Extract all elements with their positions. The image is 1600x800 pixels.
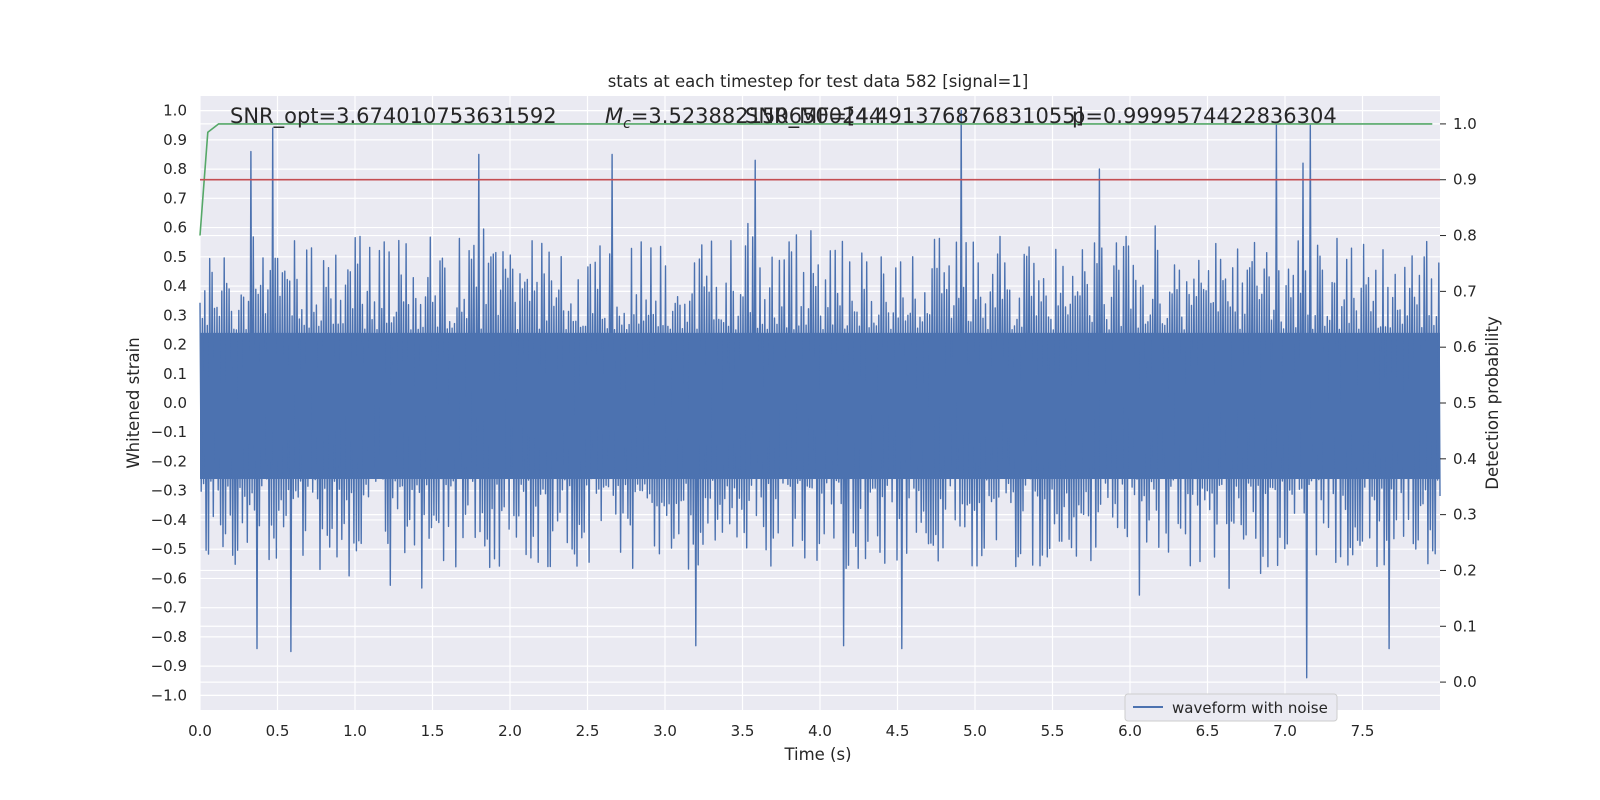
x-tick-label: 1.5 — [421, 722, 445, 740]
x-ticks: 0.0 0.5 1.0 1.5 2.0 2.5 3.0 3.5 4.0 4.5 5.0 5.5 6.0 6… — [188, 722, 1374, 740]
chart-title: stats at each timestep for test data 582… — [608, 72, 1029, 91]
y-tick-label: 0.5 — [163, 248, 187, 266]
x-tick-label: 4.5 — [886, 722, 910, 740]
annotation-p: p=0.9999574422836304 — [1072, 104, 1337, 128]
waveform-line — [199, 109, 1441, 679]
y-tick-label: 0.2 — [163, 336, 187, 354]
y-tick-label: 0.6 — [163, 219, 187, 237]
y-tick-label: 0.9 — [163, 131, 187, 149]
y-tick-label: −0.4 — [151, 511, 187, 529]
y-tick-label: 0.0 — [163, 394, 187, 412]
y-right-tick-label: 0.1 — [1453, 617, 1477, 635]
y-right-tick-label: 0.9 — [1453, 171, 1477, 189]
y-right-tick-label: 0.2 — [1453, 561, 1477, 579]
x-tick-label: 7.0 — [1273, 722, 1297, 740]
x-axis-label: Time (s) — [783, 745, 851, 764]
y-tick-label: −0.7 — [151, 599, 187, 617]
y-tick-label: −0.9 — [151, 657, 187, 675]
y-tick-label: −0.1 — [151, 423, 187, 441]
annotation-chirp-mass-value: =3.5238821506500244 — [631, 104, 882, 128]
annotation-chirp-mass-subscript: c — [623, 116, 631, 132]
y-right-tick-label: 0.8 — [1453, 227, 1477, 245]
y-right-tick-label: 1.0 — [1453, 115, 1477, 133]
annotation-snr-opt: SNR_opt=3.674010753631592 — [230, 104, 557, 129]
y-right-tick-label: 0.4 — [1453, 450, 1477, 468]
y-right-tick-label: 0.3 — [1453, 506, 1477, 524]
y-right-tick-label: 0.5 — [1453, 394, 1477, 412]
y-tick-label: 0.8 — [163, 160, 187, 178]
y-tick-label: −0.2 — [151, 452, 187, 470]
x-tick-label: 6.0 — [1118, 722, 1142, 740]
x-tick-label: 6.5 — [1196, 722, 1220, 740]
detection-probability-line — [199, 123, 1433, 236]
y-axis-label: Whitened strain — [124, 337, 143, 468]
x-tick-label: 1.0 — [343, 722, 367, 740]
probability-series — [199, 123, 1440, 236]
x-tick-label: 3.0 — [653, 722, 677, 740]
x-tick-label: 2.0 — [498, 722, 522, 740]
y-tick-label: 1.0 — [163, 102, 187, 120]
x-tick-label: 0.5 — [266, 722, 290, 740]
legend-box — [1124, 693, 1338, 722]
y-tick-label: 0.3 — [163, 306, 187, 324]
y-right-tick-label: 0.0 — [1453, 673, 1477, 691]
legend: waveform with noise — [1124, 693, 1338, 722]
y-right-tick-label: 0.7 — [1453, 282, 1477, 300]
x-tick-label: 5.0 — [963, 722, 987, 740]
waveform-series — [199, 109, 1441, 679]
y-tick-label: −1.0 — [151, 686, 187, 704]
y-tick-label: −0.3 — [151, 482, 187, 500]
y-tick-label: −0.8 — [151, 628, 187, 646]
y-tick-label: −0.6 — [151, 569, 187, 587]
x-tick-label: 4.0 — [808, 722, 832, 740]
legend-label: waveform with noise — [1172, 699, 1328, 717]
annotation-snr-mf: SNR_MF=[4.491376876831055] — [745, 104, 1084, 129]
y-ticks-right: 1.0 0.9 0.8 0.7 0.6 0.5 0.4 0.3 0.2 0.1 0.0 — [1440, 115, 1477, 691]
x-tick-label: 0.0 — [188, 722, 212, 740]
x-tick-label: 2.5 — [576, 722, 600, 740]
y-axis-right-label: Detection probability — [1483, 316, 1502, 490]
x-tick-label: 5.5 — [1041, 722, 1065, 740]
y-tick-label: 0.7 — [163, 189, 187, 207]
annotation-chirp-mass-symbol: M — [605, 104, 623, 128]
annotation-chirp-mass: Mc=3.5238821506500244 — [605, 104, 882, 132]
y-right-tick-label: 0.6 — [1453, 338, 1477, 356]
x-tick-label: 3.5 — [731, 722, 755, 740]
y-tick-label: 0.1 — [163, 365, 187, 383]
y-tick-label: −0.5 — [151, 540, 187, 558]
x-tick-label: 7.5 — [1351, 722, 1375, 740]
y-ticks: 1.0 0.9 0.8 0.7 0.6 0.5 0.4 0.3 0.2 0.1 0.0 −0.1 −0.… — [151, 102, 187, 705]
y-tick-label: 0.4 — [163, 277, 187, 295]
